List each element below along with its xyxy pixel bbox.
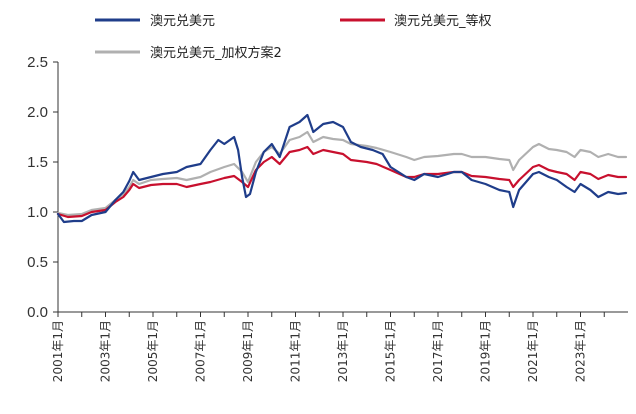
legend-label-series-2: 澳元兑美元_等权 [394,13,492,29]
x-tick-label: 2001年1月 [51,320,65,382]
x-ticks: 2001年1月 2003年1月 2005年1月 2007年1月 2009年1月 2011年… [51,312,605,382]
x-tick-label: 2007年1月 [194,320,208,382]
x-tick-label: 2003年1月 [99,320,113,382]
x-tick-label: 2005年1月 [146,320,160,382]
x-tick-label: 2019年1月 [479,320,493,382]
series-line-1 [56,113,628,224]
x-tick-label: 2021年1月 [526,320,540,382]
y-tick-label: 1.0 [27,204,48,221]
x-tick-label: 2023年1月 [574,320,588,382]
y-tick-label: 0.5 [27,254,48,271]
x-tick-label: 2017年1月 [431,320,445,382]
x-tick-label: 2015年1月 [384,320,398,382]
x-tick-label: 2009年1月 [241,320,255,382]
y-tick-label: 0.0 [27,304,48,321]
x-tick-label: 2013年1月 [336,320,350,382]
y-tick-label: 2.5 [27,54,48,71]
y-tick-label: 1.5 [27,154,48,171]
x-tick-label: 2011年1月 [289,320,303,382]
y-tick-label: 2.0 [27,104,48,121]
y-ticks: 0.0 0.5 1.0 1.5 2.0 2.5 [27,54,58,321]
legend-label-series-1: 澳元兑美元 [150,13,215,29]
legend-label-series-3: 澳元兑美元_加权方案2 [150,45,282,61]
series-lines [56,113,628,224]
legend: 澳元兑美元 澳元兑美元_等权 澳元兑美元_加权方案2 [95,13,492,61]
series-line-2 [56,145,628,219]
series-line-3 [56,130,628,217]
